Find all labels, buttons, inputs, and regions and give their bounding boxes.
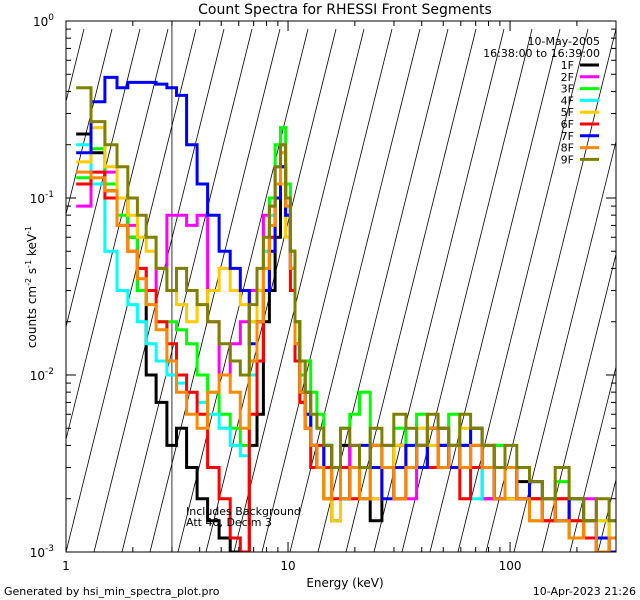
series-9F: [76, 86, 616, 523]
hatch-line: [429, 28, 561, 552]
footer-generated: Generated by hsi_min_spectra_plot.pro: [4, 585, 220, 598]
hatch-line: [289, 28, 421, 552]
legend-label-8F: 8F: [561, 142, 574, 155]
hatch-line: [401, 28, 533, 552]
legend-label-7F: 7F: [561, 130, 574, 143]
plot-frame: [65, 20, 617, 553]
hatch-line: [485, 28, 616, 552]
hatch-line: [66, 28, 85, 104]
legend-time-range: 16:38:00 to 16:39:00: [483, 47, 600, 60]
legend-label-2F: 2F: [561, 71, 574, 84]
hatch-line: [93, 28, 225, 552]
y-axis: 100 10-1 10-2 10-3: [30, 13, 616, 560]
hatch-line: [0, 29, 28, 552]
series-group: [76, 75, 616, 552]
y-tick-label: 10-1: [30, 190, 54, 206]
y-axis-label: counts cm-2 s-1 keV-1: [24, 226, 39, 348]
legend-label-6F: 6F: [561, 118, 574, 131]
hatch-line: [513, 139, 616, 552]
legend-label-4F: 4F: [561, 94, 574, 107]
attenuator-note: Att 40, Decim 3: [186, 516, 272, 529]
y-label-part-0: counts cm: [25, 286, 39, 348]
y-label-exp-2: -1: [24, 226, 33, 234]
y-tick-label: 10-2: [30, 367, 54, 383]
legend-date: 10-May-2005: [528, 35, 600, 48]
x-axis-label: Energy (keV): [306, 576, 383, 590]
legend-label-5F: 5F: [561, 106, 574, 119]
hatch-line: [457, 28, 589, 552]
hatch-line: [373, 28, 505, 552]
legend-label-3F: 3F: [561, 83, 574, 96]
y-label-part-2: keV: [25, 233, 39, 260]
footer-timestamp: 10-Apr-2023 21:26: [533, 585, 636, 598]
x-axis: 1 10 100: [62, 21, 617, 573]
x-tick-label: 10: [280, 559, 295, 573]
hatch-line: [569, 365, 616, 552]
y-label-part-1: s: [25, 268, 39, 278]
hatch-line: [345, 28, 477, 552]
legend-label-1F: 1F: [561, 59, 574, 72]
series-8F: [76, 151, 616, 552]
chart-title: Count Spectra for RHESSI Front Segments: [198, 2, 492, 18]
hatch-line: [233, 28, 365, 552]
hatch-line: [66, 28, 197, 552]
y-tick-label: 10-3: [30, 544, 54, 560]
y-label-exp-1: -1: [24, 260, 33, 268]
y-tick-label: 100: [33, 13, 54, 29]
hatch-line: [66, 28, 113, 216]
background-note: Includes Background: [186, 505, 301, 518]
x-tick-label: 100: [499, 559, 522, 573]
hatch-line: [541, 252, 616, 552]
legend-label-9F: 9F: [561, 153, 574, 166]
hatch-line: [261, 28, 393, 552]
hatch-line: [66, 28, 169, 442]
hatch-line: [597, 477, 616, 552]
hatch-line: [66, 28, 141, 329]
x-tick-label: 1: [62, 559, 70, 573]
legend: 10-May-2005 16:38:00 to 16:39:00 1F2F3F4…: [483, 35, 600, 166]
y-label-exp-0: -2: [24, 278, 33, 286]
